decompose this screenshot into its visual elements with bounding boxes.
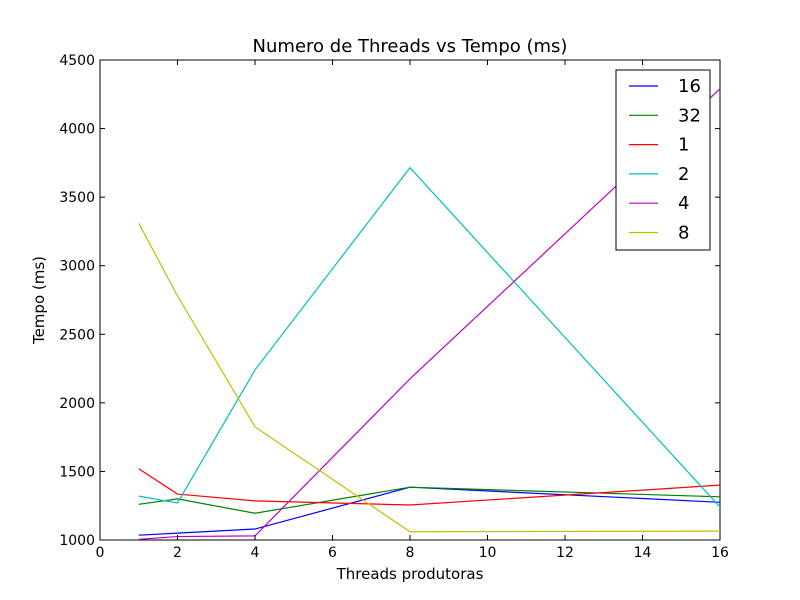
x-tick-label: 14: [634, 545, 652, 561]
series-line-16: [138, 486, 721, 536]
y-tick-label: 4000: [59, 122, 95, 138]
y-tick-label: 3500: [59, 190, 95, 206]
legend-label-32: 32: [678, 105, 701, 126]
series-line-2: [138, 166, 721, 508]
legend-label-8: 8: [678, 223, 689, 244]
x-tick-label: 10: [479, 545, 497, 561]
y-tick-label: 1000: [59, 533, 95, 549]
x-tick-label: 4: [251, 545, 260, 561]
x-tick-label: 2: [173, 545, 182, 561]
legend-label-4: 4: [678, 193, 689, 214]
series-line-1: [138, 468, 721, 506]
legend-label-2: 2: [678, 164, 689, 185]
legend-label-16: 16: [678, 76, 701, 97]
x-tick-label: 0: [96, 545, 105, 561]
y-tick-label: 3000: [59, 259, 95, 275]
x-axis-title: Threads produtoras: [336, 565, 484, 583]
legend: 16 32 1 2 4 8: [615, 69, 711, 251]
x-tick-label: 12: [556, 545, 574, 561]
y-tick-label: 4500: [59, 53, 95, 69]
legend-box: [615, 69, 711, 251]
x-tick-label: 16: [711, 545, 729, 561]
y-tick-label: 1500: [59, 464, 95, 480]
y-tick-label: 2500: [59, 327, 95, 343]
y-axis-title: Tempo (ms): [30, 256, 48, 345]
x-tick-label: 6: [328, 545, 337, 561]
legend-label-1: 1: [678, 135, 689, 156]
x-tick-label: 8: [406, 545, 415, 561]
y-tick-label: 2000: [59, 396, 95, 412]
chart-title: Numero de Threads vs Tempo (ms): [253, 36, 568, 57]
ticks-layer: 0 2 4 6 8 10 12 14 16100015002000250030003500400…: [59, 53, 729, 561]
series-line-8: [138, 222, 721, 533]
series-layer: [138, 88, 721, 540]
